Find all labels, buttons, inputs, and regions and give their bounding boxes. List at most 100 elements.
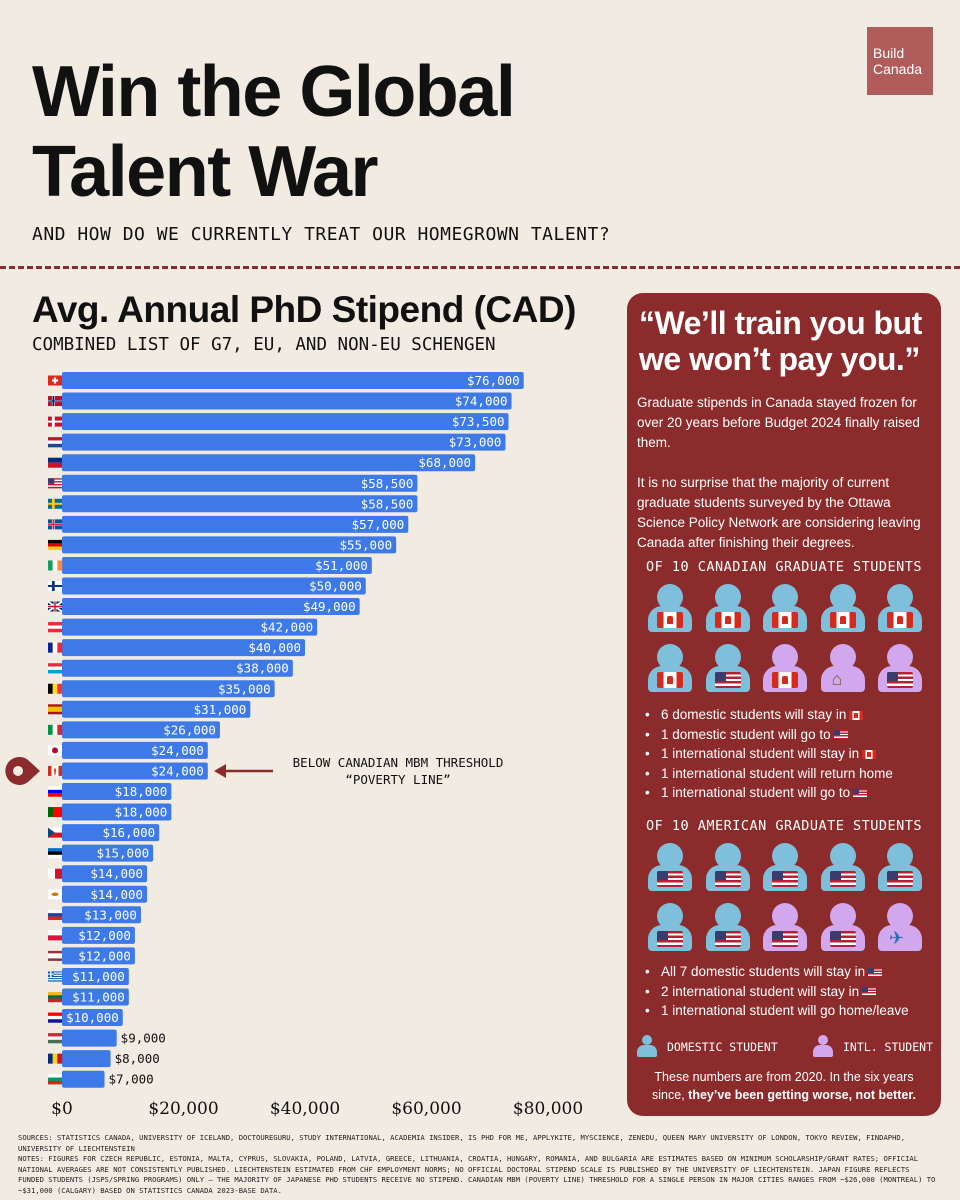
us-flag-icon [833,730,848,740]
canada-international-student-figure [876,644,924,692]
value-label: $7,000 [109,1072,154,1087]
footer-notes-text: NOTES: FIGURES FOR CZECH REPUBLIC, ESTON… [18,1154,936,1195]
country-flag-liechtenstein [48,457,62,468]
country-flag-united-states [48,478,62,489]
bar-group: $13,000 [48,906,141,924]
bar-group: $49,000 [47,598,360,616]
bar-group: $9,000 [48,1029,166,1047]
bar-germany [62,536,397,554]
value-label: $58,500 [361,476,414,491]
canada-flag-icon [772,612,798,628]
logo-line2: Canada [873,61,923,77]
us-flag-icon [714,672,741,688]
legend-international-label: INTL. STUDENT [843,1040,934,1054]
country-flag-portugal [48,807,62,818]
outcome-text: 1 international student will go to [661,785,851,800]
country-flag-united-kingdom [47,600,63,613]
bar-slovenia [62,783,172,800]
bar-latvia [62,947,135,965]
value-label: $18,000 [115,805,168,820]
country-flag-ireland [48,560,63,571]
value-label: $14,000 [90,887,143,902]
bar-slovakia [62,906,141,924]
value-label: $24,000 [151,763,204,778]
canada-domestic-student-figure [704,644,752,692]
panel-paragraph-2: It is no surprise that the majority of c… [637,475,921,550]
outcome-item: 6 domestic students will stay in [643,705,939,725]
bar-austria [62,618,318,636]
bar-ireland [62,556,372,574]
bar-group: $40,000 [48,639,305,657]
bar-group: $51,000 [48,556,372,574]
outcome-text: 1 international student will go home/lea… [661,1003,909,1018]
x-tick-label: $60,000 [391,1099,461,1119]
us-flag-icon [887,871,913,887]
country-flag-netherlands [48,437,62,448]
value-label: $58,500 [361,496,414,511]
country-flag-france [48,642,63,653]
bar-norway [62,392,512,410]
value-label: $9,000 [121,1031,166,1046]
logo-line1: Build [873,45,905,61]
bar-bulgaria [62,1070,105,1088]
us-flag-icon [714,931,741,947]
outcome-text: 2 international student will stay in [661,983,860,999]
bar-group: $58,500 [48,474,418,492]
value-label: $35,000 [218,681,271,696]
outcome-item: 1 domestic student will go to [643,725,939,745]
bar-netherlands [62,433,506,451]
country-flag-poland [48,930,62,941]
canada-domestic-student-figure [646,644,694,692]
title-line1: Win the Global [32,52,516,132]
canada-flag-icon [829,612,856,628]
country-flag-denmark [48,416,62,427]
outcome-item: 1 international student will return home [643,764,939,784]
country-flag-hungary [48,1033,62,1044]
bar-group: $55,000 [48,536,397,554]
bar-group: $7,000 [48,1070,154,1088]
bar-group: $50,000 [48,577,366,595]
value-label: $13,000 [84,907,137,922]
value-label: $55,000 [339,537,392,552]
stipend-bar-chart: $76,000 $74,000 $73,500 $73,000 $68,000 $58,5… [5,372,583,1119]
bar-group: $11,000 [48,967,129,985]
value-label: $73,500 [452,414,505,429]
bar-group: $57,000 [48,515,409,533]
outcome-text: 6 domestic students will stay in [661,707,847,722]
us-flag-icon [657,871,683,887]
value-label: $74,000 [455,394,508,409]
value-label: $50,000 [309,579,362,594]
closing-bold: they’ve been getting worse, not better. [688,1088,916,1102]
value-label: $8,000 [115,1051,160,1066]
value-label: $14,000 [90,866,143,881]
bar-group: $12,000 [48,947,135,965]
closing-normal: These numbers are from 2020. In the six … [652,1070,914,1102]
value-label: $40,000 [248,640,301,655]
bar-sweden [62,495,418,513]
bar-belgium [62,680,275,698]
bar-group: $73,500 [48,413,509,431]
bar-group: $15,000 [48,844,154,862]
chart-subtitle: COMBINED LIST OF G7, EU, AND NON-EU SCHE… [32,335,496,355]
bar-group: $58,500 [48,495,418,513]
country-flag-japan [48,745,62,756]
x-tick-label: $0 [51,1099,73,1119]
bar-group: $68,000 [48,454,476,472]
value-label: $24,000 [151,743,204,758]
bar-group: $42,000 [48,618,318,636]
us-international-student-figure [761,903,809,951]
value-label: $10,000 [66,1010,119,1025]
country-flag-czech-republic [48,827,62,838]
country-flag-sweden [48,498,62,509]
value-label: $26,000 [163,722,216,737]
canada-flag-icon [862,749,877,759]
bar-group: $14,000 [48,865,148,883]
bar-group: $24,000 [48,741,208,759]
value-label: $51,000 [315,558,368,573]
bar-poland [62,926,135,944]
us-flag-icon [862,987,877,997]
closing-statement: These numbers are from 2020. In the six … [639,1068,929,1104]
quote-panel: “We’ll train you but we won’t pay you.” … [627,293,941,1116]
outcome-text: 1 international student will return home [661,765,893,781]
bar-portugal [62,803,172,821]
